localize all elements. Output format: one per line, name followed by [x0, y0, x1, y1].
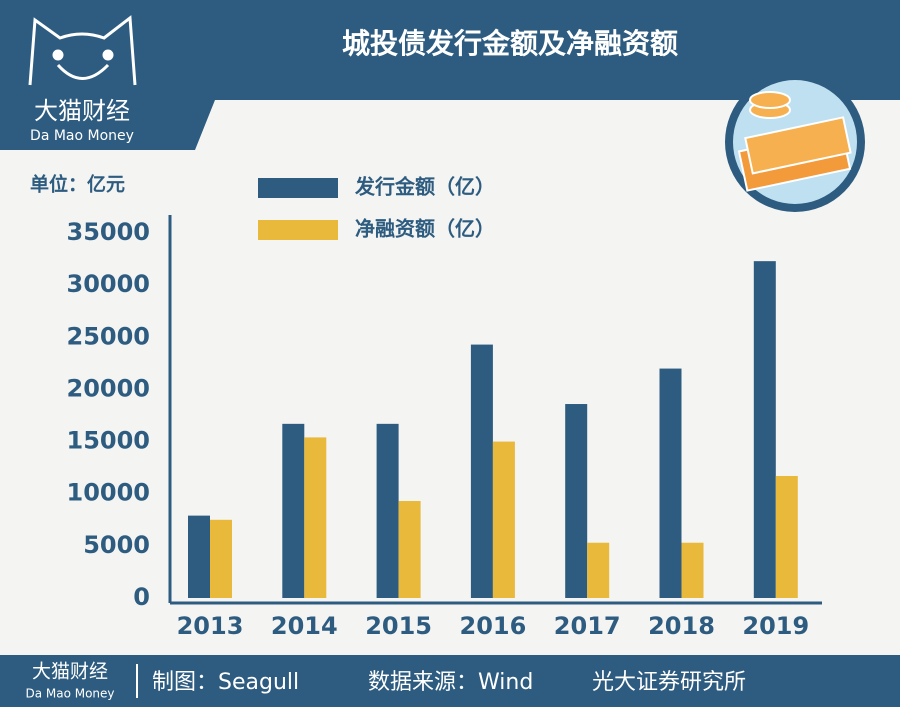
- unit-label: 单位：亿元: [30, 173, 125, 196]
- bar: [210, 519, 232, 598]
- x-tick-label: 2019: [742, 612, 809, 640]
- x-tick-label: 2013: [177, 612, 244, 640]
- bar: [376, 423, 399, 598]
- y-tick-label: 15000: [67, 427, 151, 455]
- y-tick-label: 10000: [67, 479, 151, 507]
- bar: [753, 261, 776, 598]
- y-tick-label: 35000: [67, 218, 151, 246]
- header-band: [0, 0, 900, 150]
- bar: [492, 441, 515, 598]
- bar: [282, 423, 305, 598]
- bar: [681, 542, 704, 598]
- brand-name: 大猫财经: [34, 97, 130, 125]
- x-tick-label: 2017: [554, 612, 621, 640]
- bar: [587, 542, 610, 598]
- legend-label: 发行金额（亿）: [354, 175, 495, 199]
- bar: [659, 368, 682, 598]
- footer-institute: 光大证券研究所: [592, 670, 746, 695]
- footer-brand: 大猫财经: [32, 661, 108, 683]
- y-tick-label: 0: [133, 583, 150, 611]
- bar: [470, 344, 493, 598]
- bar: [188, 515, 210, 598]
- logo: [28, 15, 137, 86]
- x-tick-label: 2018: [648, 612, 715, 640]
- footer-maker: 制图：Seagull: [152, 670, 299, 695]
- x-tick-label: 2014: [271, 612, 338, 640]
- bar: [775, 475, 798, 598]
- y-tick-label: 5000: [83, 531, 150, 559]
- legend-label: 净融资额（亿）: [355, 217, 495, 241]
- footer-source: 数据来源：Wind: [368, 670, 533, 695]
- x-tick-label: 2016: [460, 612, 527, 640]
- legend-swatch: [258, 220, 338, 240]
- y-tick-label: 20000: [67, 374, 151, 402]
- x-tick-label: 2015: [365, 612, 432, 640]
- bar: [565, 404, 588, 598]
- footer-brand-sub: Da Mao Money: [25, 687, 114, 701]
- y-tick-label: 25000: [67, 322, 151, 350]
- legend-swatch: [258, 178, 338, 198]
- bar: [398, 501, 421, 598]
- coin-icon: [725, 72, 865, 212]
- brand-sub: Da Mao Money: [30, 128, 134, 144]
- footer-band: [0, 655, 900, 707]
- y-tick-label: 30000: [67, 270, 151, 298]
- chart-title: 城投债发行金额及净融资额: [342, 27, 678, 60]
- bar: [304, 437, 327, 598]
